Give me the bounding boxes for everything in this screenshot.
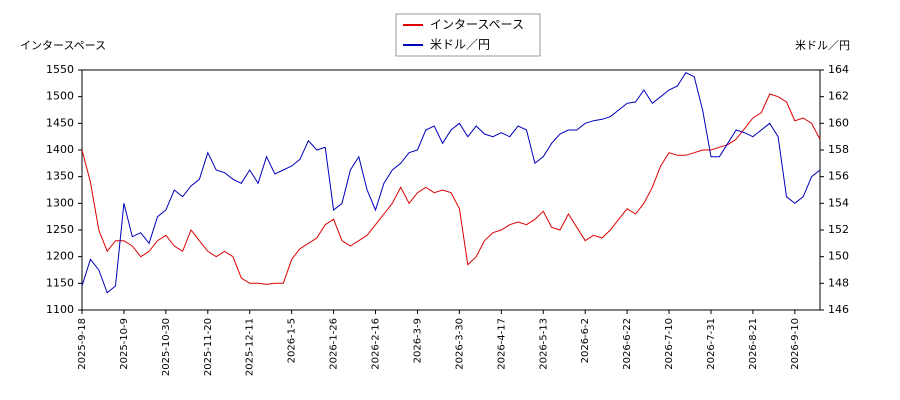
legend-label: 米ドル／円 <box>430 38 490 52</box>
y2-tick-label: 146 <box>828 303 849 316</box>
x-tick-label: 2026-4-17 <box>496 318 507 370</box>
y2-tick-label: 148 <box>828 276 849 289</box>
y2-tick-label: 164 <box>828 63 849 76</box>
y-tick-label: 1350 <box>46 170 74 183</box>
x-tick-label: 2026-9-10 <box>790 318 801 370</box>
x-tick-label: 2026-3-30 <box>454 318 465 370</box>
x-tick-label: 2026-6-2 <box>580 318 591 363</box>
x-tick-label: 2026-8-21 <box>748 318 759 370</box>
y2-tick-label: 158 <box>828 143 849 156</box>
legend-label: インタースペース <box>430 18 524 32</box>
y2-tick-label: 156 <box>828 170 849 183</box>
x-tick-label: 2025-10-30 <box>161 318 172 376</box>
y-tick-label: 1250 <box>46 223 74 236</box>
series-line <box>81 93 821 285</box>
plot-frame <box>81 69 821 311</box>
x-tick-label: 2025-9-18 <box>77 318 88 370</box>
y2-tick-label: 154 <box>828 196 849 209</box>
x-tick-label: 2026-7-10 <box>664 318 675 370</box>
x-tick-label: 2026-2-16 <box>371 318 382 370</box>
x-tick-label: 2026-3-9 <box>412 318 423 363</box>
y-tick-label: 1450 <box>46 116 74 129</box>
x-tick-label: 2026-7-31 <box>706 318 717 370</box>
y2-tick-label: 162 <box>828 90 849 103</box>
y2-axis-title: 米ドル／円 <box>795 39 850 52</box>
y-axis-title: インタースペース <box>20 39 106 52</box>
y-tick-label: 1150 <box>46 276 74 289</box>
y-tick-label: 1300 <box>46 196 74 209</box>
x-tick-label: 2025-12-11 <box>245 318 256 376</box>
x-tick-label: 2026-6-22 <box>622 318 633 370</box>
y-tick-label: 1100 <box>46 303 74 316</box>
legend-box <box>395 13 541 57</box>
y-tick-label: 1500 <box>46 90 74 103</box>
y2-tick-label: 152 <box>828 223 849 236</box>
y2-tick-label: 150 <box>828 250 849 263</box>
y2-tick-label: 160 <box>828 116 849 129</box>
y-tick-label: 1400 <box>46 143 74 156</box>
x-tick-label: 2026-5-13 <box>538 318 549 370</box>
x-tick-label: 2025-10-9 <box>119 318 130 370</box>
x-tick-label: 2025-11-20 <box>203 318 214 376</box>
y-tick-label: 1550 <box>46 63 74 76</box>
x-tick-label: 2026-1-5 <box>287 318 298 363</box>
y-tick-label: 1200 <box>46 250 74 263</box>
x-tick-label: 2026-1-26 <box>329 318 340 370</box>
series-line <box>81 72 821 294</box>
